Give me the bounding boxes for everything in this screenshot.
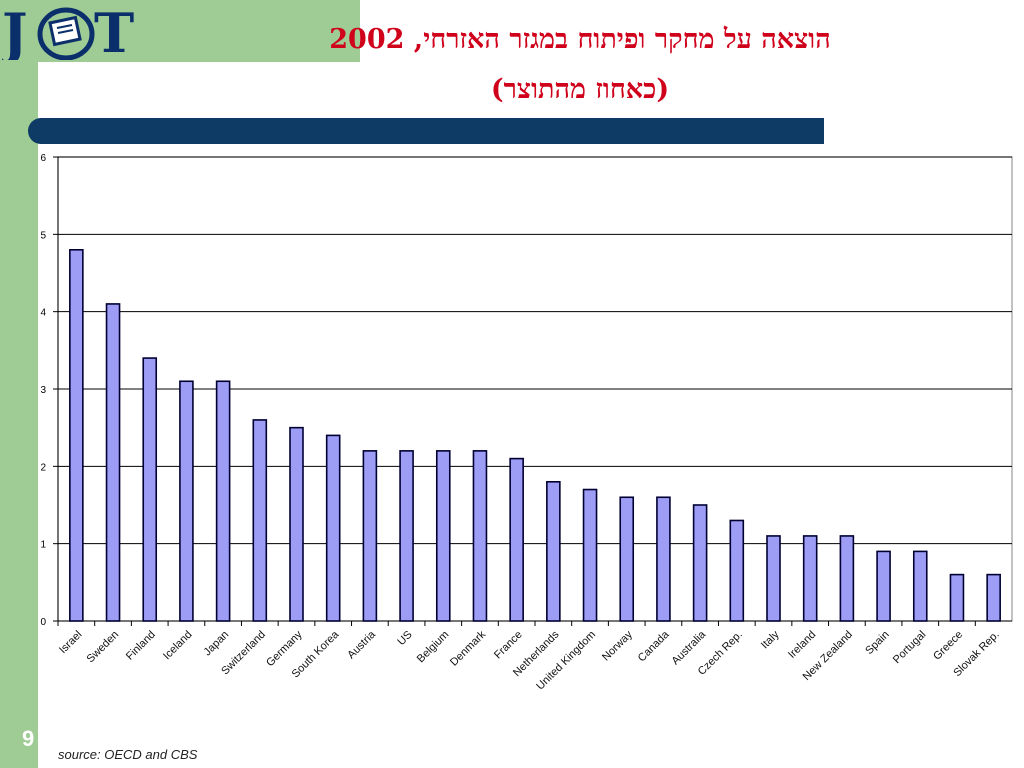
bar-denmark: [472, 450, 488, 622]
x-tick-label: Austria: [345, 628, 378, 661]
bar-united-kingdom: [582, 488, 598, 622]
header-bar: [28, 118, 824, 144]
x-tick-label: Denmark: [448, 628, 488, 668]
svg-text:T: T: [94, 2, 134, 60]
x-tick-label: France: [492, 629, 525, 662]
slide-title: הוצאה על מחקר ופיתוח במגזר האזרחי, 2002: [329, 24, 831, 55]
source-note: source: OECD and CBS: [58, 747, 198, 762]
bar-belgium: [435, 450, 451, 622]
y-tick-label: 1: [40, 540, 46, 551]
bar-us: [399, 450, 414, 622]
x-tick-label: Belgium: [415, 629, 452, 666]
bar-sweden: [105, 303, 121, 622]
bar-ireland: [802, 535, 818, 622]
bar-italy: [766, 535, 781, 622]
y-tick-label: 0: [40, 617, 46, 628]
bar-australia: [692, 504, 708, 622]
bar-japan: [215, 380, 231, 622]
bar-finland: [142, 357, 158, 622]
bar-netherlands: [546, 480, 561, 622]
bar-spain: [876, 550, 891, 622]
x-tick-label: Israel: [57, 629, 85, 657]
bar-portugal: [912, 550, 928, 622]
x-tick-label: Canada: [636, 628, 672, 664]
bar-iceland: [179, 380, 194, 622]
slide-subtitle: (כאחוז מהתוצר): [490, 74, 670, 105]
bar-canada: [656, 496, 671, 622]
bar-greece: [949, 573, 965, 622]
y-tick-label: 5: [40, 230, 46, 241]
jct-logo: J T: [2, 2, 134, 60]
x-tick-label: Iceland: [161, 629, 195, 663]
svg-text:J: J: [2, 2, 28, 60]
x-tick-label: Greece: [931, 629, 965, 663]
y-tick-label: 6: [40, 153, 46, 164]
bar-new-zealand: [839, 535, 855, 622]
x-tick-label: Spain: [863, 629, 891, 657]
bar-norway: [619, 496, 635, 622]
bar-switzerland: [252, 419, 268, 622]
x-tick-label: Norway: [600, 628, 635, 663]
x-tick-label: Finland: [124, 629, 158, 663]
x-tick-label: Ireland: [786, 629, 818, 661]
slide-number: 9: [22, 726, 35, 751]
x-tick-label: Japan: [202, 629, 232, 659]
bar-israel: [69, 249, 84, 622]
x-tick-label: Portugal: [891, 629, 928, 666]
x-tick-label: US: [395, 629, 414, 648]
y-tick-label: 2: [40, 462, 46, 473]
bar-south-korea: [325, 434, 341, 622]
bar-france: [509, 457, 524, 622]
bar-austria: [362, 450, 378, 622]
bar-czech-rep-: [729, 519, 745, 622]
x-tick-label: Italy: [759, 628, 782, 651]
y-tick-label: 4: [40, 308, 46, 319]
x-tick-label: Sweden: [85, 629, 122, 666]
bar-germany: [289, 426, 304, 622]
y-tick-label: 3: [40, 385, 46, 396]
bar-slovak-rep-: [986, 573, 1001, 622]
